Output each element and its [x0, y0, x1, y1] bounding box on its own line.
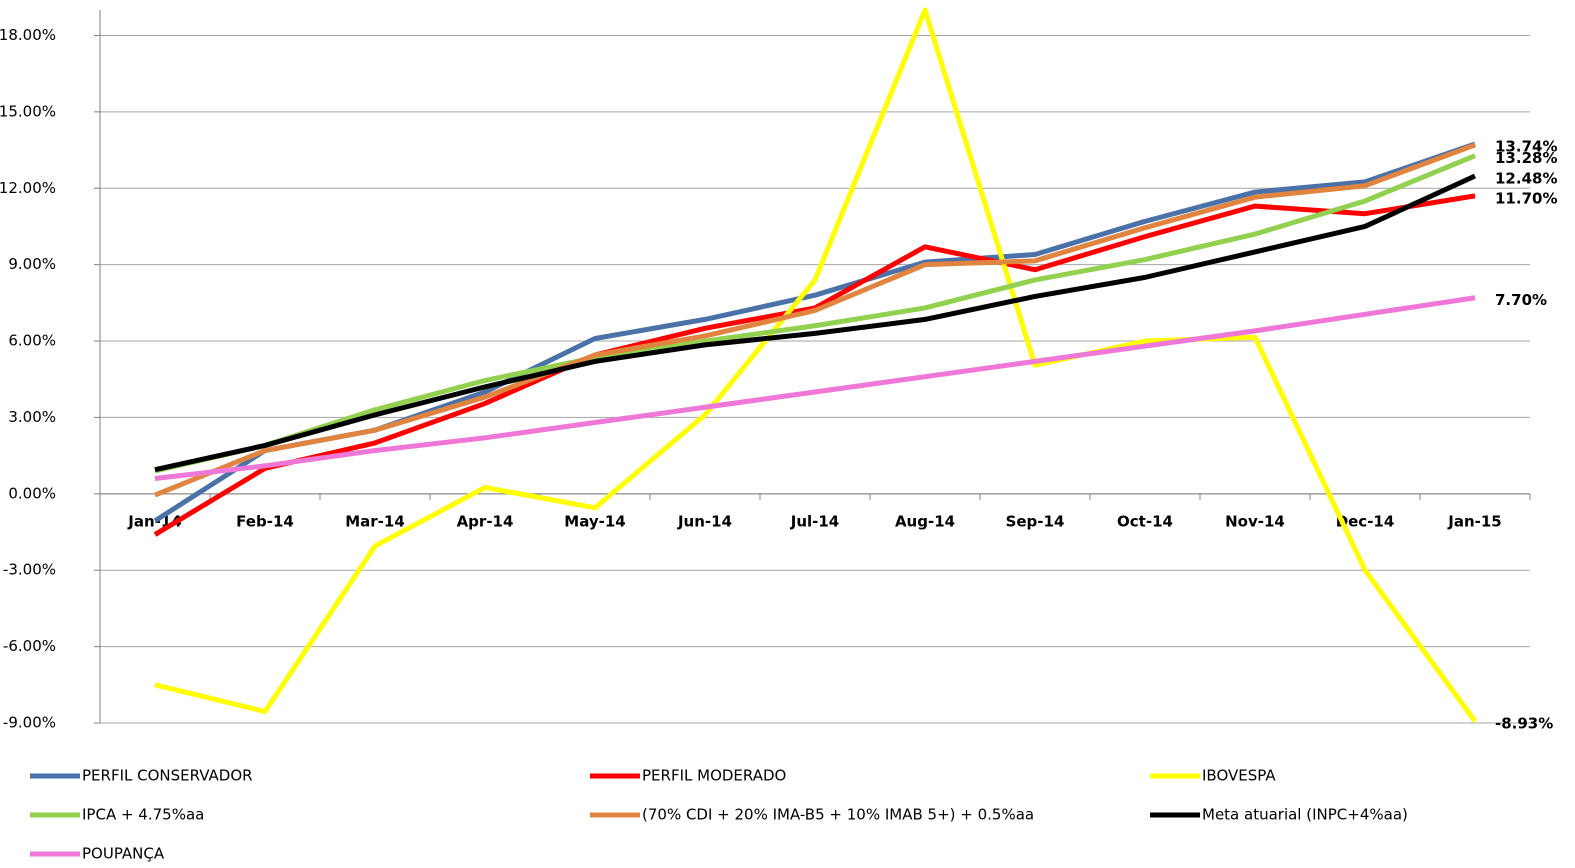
x-tick-label: Nov-14	[1225, 512, 1285, 530]
x-tick-label: May-14	[564, 512, 625, 530]
y-tick-label: 9.00%	[8, 255, 56, 273]
x-tick-label: Apr-14	[457, 512, 514, 530]
y-tick-label: 0.00%	[8, 484, 56, 502]
y-tick-label: 18.00%	[0, 26, 56, 44]
series-line	[154, 153, 1476, 474]
value-label: 13.28%	[1495, 149, 1557, 167]
value-label: 12.48%	[1495, 170, 1557, 188]
value-label: -8.93%	[1495, 715, 1553, 733]
series-line	[154, 173, 1477, 473]
y-tick-label: 3.00%	[8, 408, 56, 426]
x-tick-label: Aug-14	[895, 512, 955, 530]
legend-label: Meta atuarial (INPC+4%aa)	[1202, 806, 1408, 824]
value-label: 11.70%	[1495, 189, 1557, 207]
series-line	[154, 295, 1476, 482]
x-tick-label: Sep-14	[1006, 512, 1065, 530]
y-tick-label: 12.00%	[0, 179, 56, 197]
legend-label: PERFIL CONSERVADOR	[82, 767, 253, 785]
legend-label: POUPANÇA	[82, 845, 165, 863]
y-tick-label: -9.00%	[3, 714, 56, 732]
x-tick-label: Jul-14	[790, 512, 840, 530]
value-label: 7.70%	[1495, 291, 1547, 309]
legend-label: PERFIL MODERADO	[642, 767, 786, 785]
value-label: 13.74%	[1495, 137, 1557, 155]
x-tick-label: Jun-14	[677, 512, 732, 530]
legend-label: IPCA + 4.75%aa	[82, 806, 204, 824]
y-tick-label: -6.00%	[3, 637, 56, 655]
y-tick-label: 15.00%	[0, 102, 56, 120]
x-tick-label: Jan-15	[1447, 512, 1501, 530]
x-tick-label: Oct-14	[1117, 512, 1173, 530]
legend-label: (70% CDI + 20% IMA-B5 + 10% IMAB 5+) + 0…	[642, 806, 1034, 824]
x-tick-label: Feb-14	[236, 512, 294, 530]
x-tick-label: Mar-14	[345, 512, 405, 530]
y-tick-label: -3.00%	[3, 561, 56, 579]
y-tick-label: 6.00%	[8, 332, 56, 350]
series-line	[154, 7, 1478, 723]
legend-label: IBOVESPA	[1202, 767, 1276, 785]
x-tick-label: Dec-14	[1336, 512, 1395, 530]
series-line	[154, 142, 1476, 498]
